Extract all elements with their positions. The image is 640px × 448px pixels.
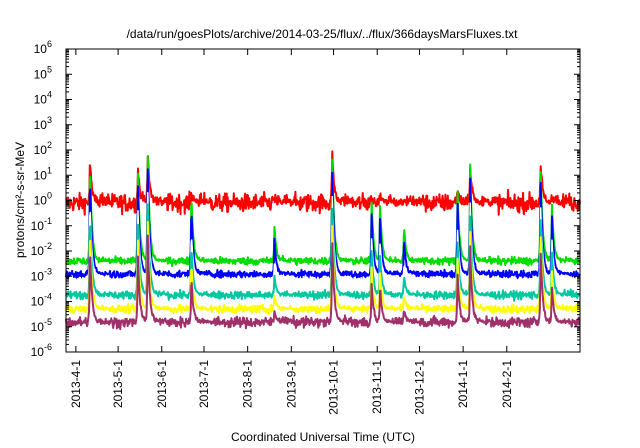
series-line-1 <box>65 154 581 268</box>
y-tick-exponent: -3 <box>44 266 52 276</box>
x-tick-label: 2013-6-1 <box>155 360 169 408</box>
y-tick-label: 100 <box>34 191 52 208</box>
y-tick-exponent: 3 <box>47 115 52 125</box>
x-tick-label: 2013-8-1 <box>241 360 255 408</box>
y-tick-exponent: 0 <box>47 191 52 201</box>
x-tick-label: 2013-9-1 <box>284 360 298 408</box>
y-tick-exponent: -2 <box>44 241 52 251</box>
x-tick-label: 2014-1-1 <box>456 360 470 408</box>
x-tick-label: 2013-7-1 <box>197 360 211 408</box>
x-axis: 2013-4-1 2013-5-1 2013-6-1 2013-7-1 2013-8-1… <box>69 49 514 415</box>
x-tick-label: 2013-4-1 <box>69 360 83 408</box>
y-tick-label: 101 <box>34 165 52 182</box>
x-tick-label: 2013-10-1 <box>327 360 341 415</box>
series-line-3 <box>65 192 581 286</box>
y-tick-label: 10-6 <box>31 342 52 359</box>
y-tick-label: 104 <box>34 90 52 107</box>
series-line-2 <box>65 168 581 281</box>
x-axis-label: Coordinated Universal Time (UTC) <box>231 430 415 444</box>
y-tick-exponent: 6 <box>47 39 52 49</box>
y-tick-exponent: -5 <box>44 317 52 327</box>
y-tick-exponent: 2 <box>47 140 52 150</box>
series-line-4 <box>65 203 581 302</box>
y-tick-label: 102 <box>34 140 52 157</box>
x-tick-label: 2013-11-1 <box>370 360 384 414</box>
y-tick-label: 10-4 <box>31 292 52 309</box>
y-axis-label: protons/cm²-s-sr-MeV <box>13 142 27 258</box>
y-tick-label: 10-3 <box>31 266 52 283</box>
series-layer <box>65 150 581 331</box>
series-line-6 <box>65 234 581 331</box>
y-axis: 10-610-510-410-310-210-11001011021031041… <box>31 39 580 359</box>
y-tick-label: 10-2 <box>31 241 52 258</box>
y-tick-exponent: 4 <box>47 90 52 100</box>
x-tick-label: 2013-12-1 <box>412 360 426 415</box>
y-tick-exponent: 5 <box>47 64 52 74</box>
y-tick-exponent: 1 <box>47 165 52 175</box>
y-tick-label: 10-5 <box>31 317 52 334</box>
y-tick-label: 10-1 <box>31 216 52 233</box>
series-line-0 <box>65 150 581 216</box>
x-tick-label: 2014-2-1 <box>500 360 514 408</box>
y-tick-exponent: -1 <box>44 216 52 226</box>
series-line-5 <box>65 220 581 315</box>
y-tick-label: 106 <box>34 39 52 56</box>
y-tick-label: 103 <box>34 115 52 132</box>
chart-title: /data/run/goesPlots/archive/2014-03-25/f… <box>127 27 519 41</box>
x-tick-label: 2013-5-1 <box>111 360 125 408</box>
y-tick-label: 105 <box>34 64 52 81</box>
y-tick-exponent: -4 <box>44 292 52 302</box>
y-tick-exponent: -6 <box>44 342 52 352</box>
